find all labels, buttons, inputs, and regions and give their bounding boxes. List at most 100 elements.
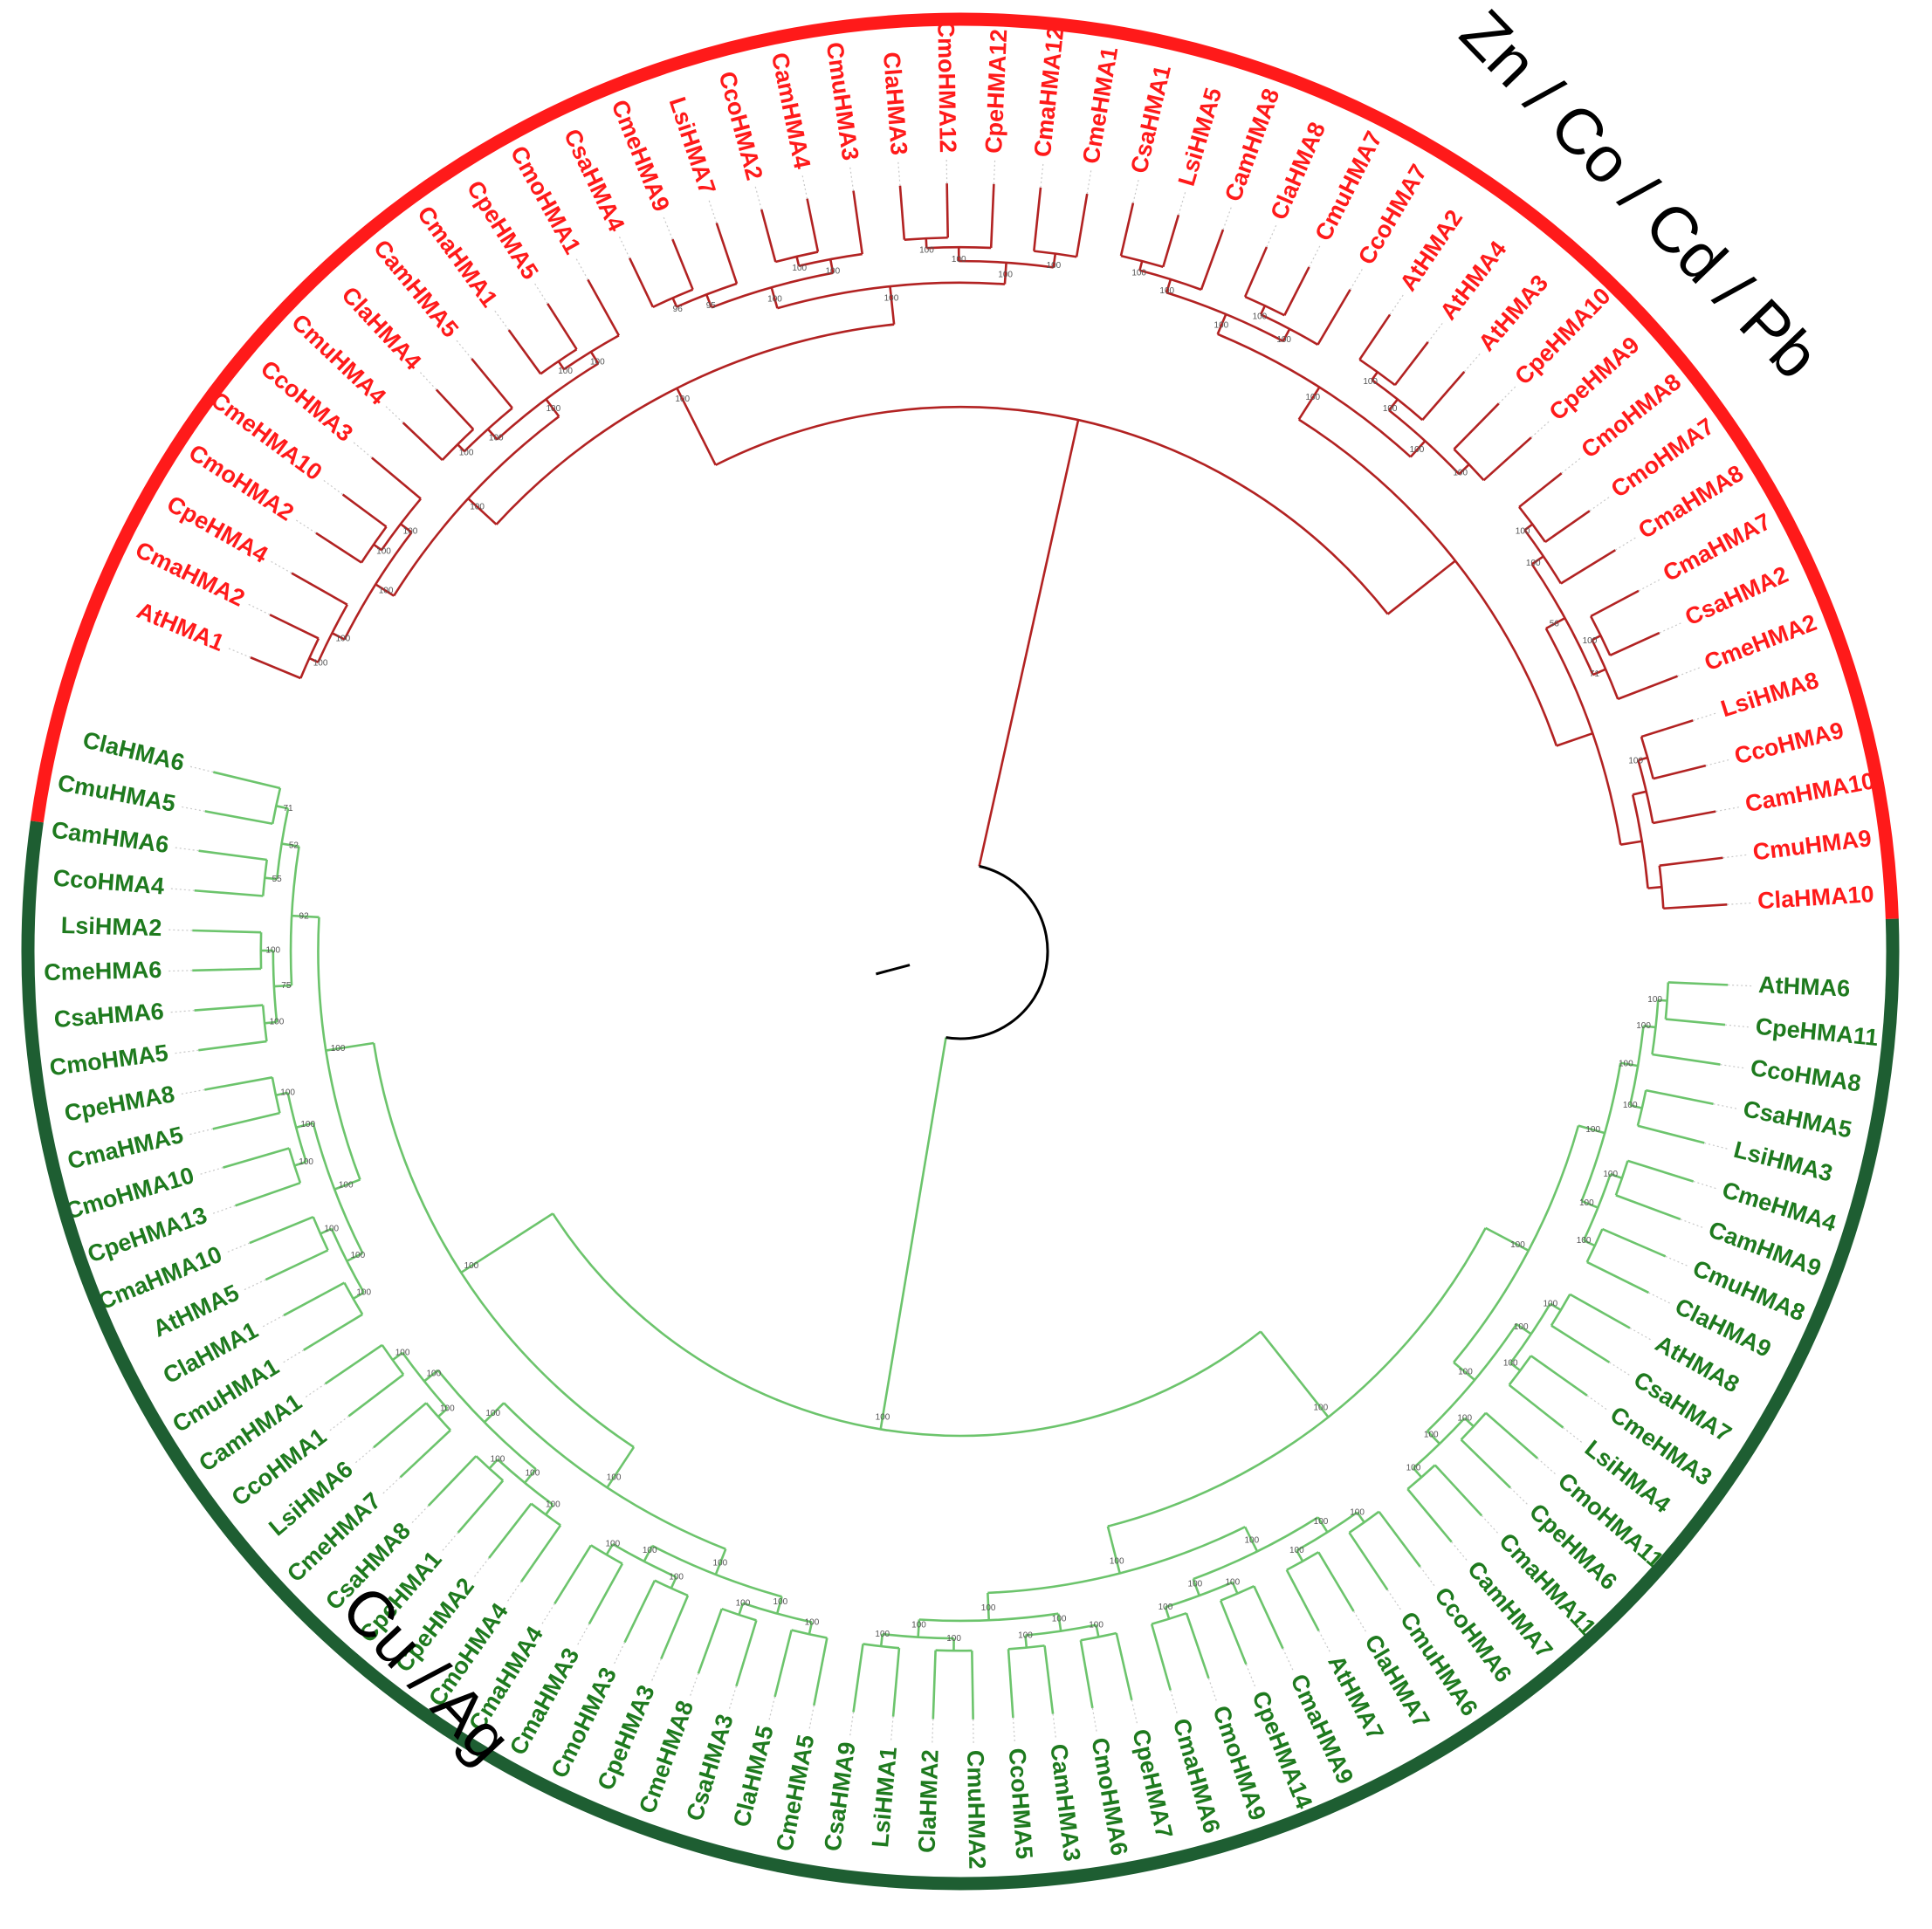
clade-arc bbox=[503, 1402, 726, 1550]
branch bbox=[457, 1479, 505, 1534]
bootstrap-value: 100 bbox=[1458, 1368, 1473, 1377]
branch bbox=[806, 198, 820, 252]
leaf-label: LsiHMA3 bbox=[1731, 1136, 1835, 1187]
bootstrap-value: 100 bbox=[313, 658, 328, 668]
branch bbox=[204, 1076, 273, 1091]
clade-arc bbox=[289, 846, 300, 986]
leaf-label: ClaHMA5 bbox=[728, 1723, 779, 1829]
bootstrap-value: 100 bbox=[491, 1455, 505, 1465]
bootstrap-value: 100 bbox=[379, 587, 394, 596]
branch bbox=[587, 278, 620, 336]
leaf-label: CmaHMA5 bbox=[65, 1122, 185, 1174]
branch bbox=[813, 1637, 828, 1706]
branch bbox=[249, 1215, 314, 1245]
clade-arc bbox=[1658, 865, 1665, 909]
branch bbox=[1523, 523, 1534, 532]
bootstrap-value: 96 bbox=[673, 305, 684, 314]
leaf-guide bbox=[189, 1128, 213, 1136]
branch bbox=[1164, 1606, 1171, 1620]
leaf-guide bbox=[1693, 712, 1716, 721]
clade-arc bbox=[360, 525, 388, 564]
leaf-guide bbox=[1713, 1103, 1737, 1109]
leaf-guide bbox=[708, 200, 718, 223]
branch bbox=[643, 1545, 654, 1562]
branch bbox=[917, 1619, 921, 1637]
clade-arc bbox=[552, 1212, 1262, 1438]
clade-arc bbox=[863, 1643, 900, 1650]
clade-arc bbox=[1165, 291, 1284, 343]
branch bbox=[235, 1181, 301, 1207]
branch bbox=[265, 876, 278, 881]
bootstrap-value: 100 bbox=[1052, 1614, 1067, 1624]
leaf-label: CcoHMA8 bbox=[1749, 1054, 1863, 1096]
leaf-label: CpeHMA11 bbox=[1755, 1013, 1880, 1051]
leaf-guide bbox=[728, 1685, 737, 1709]
branch bbox=[1406, 1488, 1453, 1543]
branch bbox=[1637, 1124, 1705, 1144]
clade-arc bbox=[721, 1607, 757, 1622]
leaf-guide bbox=[1308, 245, 1321, 268]
leaf-guide bbox=[1086, 170, 1092, 195]
leaf-guide bbox=[1530, 421, 1550, 438]
leaf-label: CcoHMA5 bbox=[1004, 1747, 1038, 1860]
leaf-label: ClaHMA8 bbox=[1265, 118, 1330, 223]
branch bbox=[400, 523, 413, 533]
leaf-guide bbox=[849, 167, 855, 191]
branch bbox=[545, 398, 560, 417]
clade-arc bbox=[1509, 1302, 1551, 1364]
leaf-guide bbox=[411, 1505, 430, 1523]
bootstrap-value: 100 bbox=[395, 1348, 410, 1357]
branch bbox=[1243, 246, 1269, 298]
branch bbox=[1653, 764, 1707, 780]
branch bbox=[1643, 1025, 1656, 1029]
clade-arc bbox=[1007, 1644, 1045, 1651]
branch bbox=[891, 1648, 901, 1717]
bootstrap-value: 100 bbox=[998, 270, 1013, 279]
branch bbox=[1592, 668, 1606, 676]
branch bbox=[194, 1004, 264, 1012]
clade-arc bbox=[497, 1459, 554, 1507]
clade-arc bbox=[343, 1281, 364, 1315]
leaf-label: LsiHMA2 bbox=[61, 912, 162, 941]
leaf-guide bbox=[1222, 207, 1232, 230]
clade-arc bbox=[654, 1579, 689, 1597]
branch bbox=[427, 1455, 478, 1507]
branch bbox=[1530, 555, 1544, 566]
leaf-guide bbox=[1724, 1024, 1749, 1028]
bootstrap-value: 71 bbox=[283, 804, 293, 813]
bootstrap-value: 100 bbox=[1018, 1630, 1033, 1640]
leaf-guide bbox=[1498, 386, 1516, 404]
leaf-label: CmeHMA2 bbox=[1701, 609, 1820, 676]
bootstrap-value: 100 bbox=[280, 1088, 295, 1098]
leaf-label: ClaHMA10 bbox=[1757, 881, 1874, 914]
branch bbox=[808, 1622, 814, 1635]
clade-arc bbox=[393, 415, 560, 597]
leaf-guide bbox=[1638, 579, 1660, 592]
bootstrap-value: 100 bbox=[335, 634, 350, 643]
leaf-label: ClaHMA2 bbox=[914, 1749, 944, 1854]
leaf-guide bbox=[1266, 224, 1277, 248]
branch bbox=[1412, 1467, 1423, 1479]
branch bbox=[605, 1543, 615, 1555]
leaf-guide bbox=[651, 1658, 662, 1681]
bootstrap-value: 100 bbox=[773, 1597, 788, 1607]
leaf-guide bbox=[295, 519, 317, 534]
branch bbox=[1043, 1645, 1055, 1714]
branch bbox=[1560, 549, 1617, 585]
clade-arc bbox=[272, 951, 278, 1023]
branch bbox=[545, 1504, 554, 1516]
branch bbox=[291, 572, 348, 606]
leaf-guide bbox=[329, 1415, 349, 1431]
clade-arc bbox=[1585, 1228, 1604, 1263]
leaf-label: CamHMA4 bbox=[767, 51, 815, 171]
bootstrap-value: 100 bbox=[1577, 1236, 1592, 1246]
branch bbox=[293, 1160, 307, 1167]
branch bbox=[1150, 1624, 1172, 1691]
bootstrap-value: 100 bbox=[324, 1224, 339, 1233]
leaf-label: CmuHMA5 bbox=[56, 770, 178, 817]
branch bbox=[705, 293, 713, 308]
leaf-label: CmuHMA3 bbox=[822, 40, 864, 161]
branch bbox=[315, 532, 362, 564]
branch bbox=[283, 1281, 346, 1317]
branch bbox=[1409, 440, 1427, 458]
